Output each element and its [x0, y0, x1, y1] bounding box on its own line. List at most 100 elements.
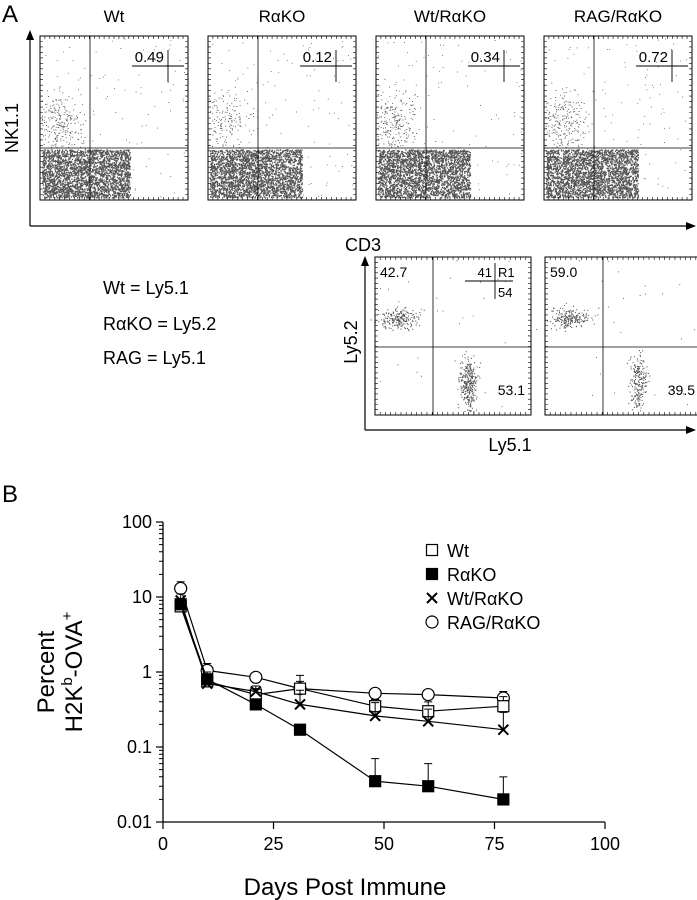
negative-population-cells [378, 149, 472, 199]
error-bar [296, 689, 305, 705]
top-y-label: NK1.1 [2, 103, 22, 153]
ly-legend-line-3: RAG = Ly5.1 [103, 348, 206, 368]
error-bar [424, 708, 433, 722]
r1-label: R1 [498, 265, 515, 280]
gate-cross [300, 50, 352, 82]
sparse-cells [209, 41, 355, 198]
data-point [421, 687, 435, 702]
panel-b-label: B [2, 481, 18, 508]
negative-population-cells [42, 149, 132, 199]
data-point [174, 581, 188, 596]
gate-percentage: 0.34 [471, 49, 500, 66]
top-flow-plot-4-minor-ticks [543, 35, 693, 201]
bottom-flow-plot-2-minor-ticks [544, 256, 697, 416]
population-cells [370, 260, 530, 414]
bottom-y-label: Ly5.2 [341, 320, 361, 363]
data-point [249, 698, 262, 711]
population-cells [536, 260, 696, 412]
chart-y-label: Percent H2Kb-OVA+ [33, 611, 88, 732]
data-point [294, 698, 306, 711]
y-tick-label: 100 [122, 512, 152, 532]
y-minor-ticks [159, 524, 163, 575]
bottom-x-axis-arrow [686, 426, 696, 434]
legend-label: RAG/RαKO [447, 613, 540, 633]
chart-y-label-line-1: Percent [33, 630, 60, 713]
r1-bottom-value: 54 [498, 285, 512, 300]
r1-gate-cross [465, 263, 513, 299]
plot-title: Wt [104, 7, 125, 26]
x-tick-label: 25 [263, 834, 283, 854]
bottom-flow-plot-1: 42.7 53.1 41 R1 54 [370, 256, 532, 416]
data-point [368, 686, 382, 700]
data-point [249, 670, 263, 684]
top-flow-plot-1: 0.49 Wt [39, 7, 189, 201]
plot-title: RαKO [259, 7, 306, 26]
upper-left-percentage: 42.7 [380, 264, 407, 280]
y-tick-label: 0.01 [117, 812, 152, 832]
plot-title: Wt/RαKO [414, 7, 486, 26]
series-line [180, 604, 504, 800]
top-flow-plot-2-minor-ticks [207, 35, 357, 201]
x-tick-label: 100 [590, 834, 620, 854]
data-point [497, 793, 510, 806]
gate-cross [468, 50, 520, 82]
data-point [422, 780, 435, 793]
data-point [369, 710, 381, 722]
negative-population-cells [546, 149, 640, 199]
y-minor-ticks [159, 674, 163, 725]
bottom-x-label: Ly5.1 [488, 435, 531, 455]
legend-label: Wt/RαKO [447, 589, 523, 609]
lower-right-percentage: 39.5 [668, 382, 695, 398]
x-tick-label: 50 [374, 834, 394, 854]
plot-title: RAG/RαKO [574, 7, 662, 26]
chart-legend: Wt RαKO Wt/RαKO RAG/RαKO [425, 541, 540, 633]
negative-population-cells [210, 149, 304, 199]
error-bar [499, 711, 508, 730]
legend-label: RαKO [447, 565, 496, 585]
data-point [174, 598, 187, 611]
top-flow-plots: 0.49 Wt 0.12 RαKO 0.34 Wt/RαKO 0.72 RAG/RαKO [39, 7, 693, 201]
top-flow-plot-1-minor-ticks [39, 35, 189, 201]
gate-percentage: 0.49 [135, 49, 164, 66]
gate-percentage: 0.72 [639, 49, 668, 66]
legend-label: Wt [447, 541, 469, 561]
upper-left-percentage: 59.0 [550, 264, 577, 280]
y-tick-label: 10 [132, 587, 152, 607]
lower-right-percentage: 53.1 [498, 382, 525, 398]
y-minor-ticks [159, 599, 163, 650]
data-point [497, 724, 510, 736]
top-flow-plot-4: 0.72 RAG/RαKO [543, 7, 693, 201]
legend-marker-open-square [425, 543, 439, 557]
chart-y-label-line-2: H2Kb-OVA+ [59, 611, 88, 732]
gate-cross [132, 50, 184, 82]
bottom-flow-plot-1-minor-ticks [374, 256, 532, 416]
legend-marker-filled-square [425, 567, 439, 581]
top-flow-plot-3: 0.34 Wt/RαKO [375, 7, 525, 201]
y-tick-label: 1 [142, 662, 152, 682]
top-y-axis-arrow [26, 30, 34, 40]
r1-top-value: 41 [478, 265, 492, 280]
ly-legend-line-2: RαKO = Ly5.2 [103, 314, 216, 334]
sparse-cells [377, 40, 522, 197]
y-tick-label: 0.1 [127, 737, 152, 757]
data-point [497, 700, 510, 713]
data-point [250, 685, 262, 698]
sparse-cells [545, 37, 691, 198]
gate-cross [636, 50, 688, 82]
x-tick-label: 75 [484, 834, 504, 854]
data-point [422, 715, 434, 728]
data-point [201, 673, 214, 686]
series-filled-square [174, 598, 510, 806]
bottom-y-axis-arrow [361, 256, 369, 266]
top-x-label: CD3 [345, 235, 381, 255]
legend-marker-cross [426, 592, 438, 604]
panel-a-label: A [2, 1, 18, 28]
ly-legend-line-1: Wt = Ly5.1 [103, 278, 189, 298]
sparse-cells [41, 38, 186, 198]
data-point [293, 723, 307, 736]
y-minor-ticks [159, 749, 163, 800]
top-flow-plot-2: 0.12 RαKO [207, 7, 357, 201]
legend-marker-open-circle [425, 615, 439, 629]
data-point [369, 775, 382, 788]
